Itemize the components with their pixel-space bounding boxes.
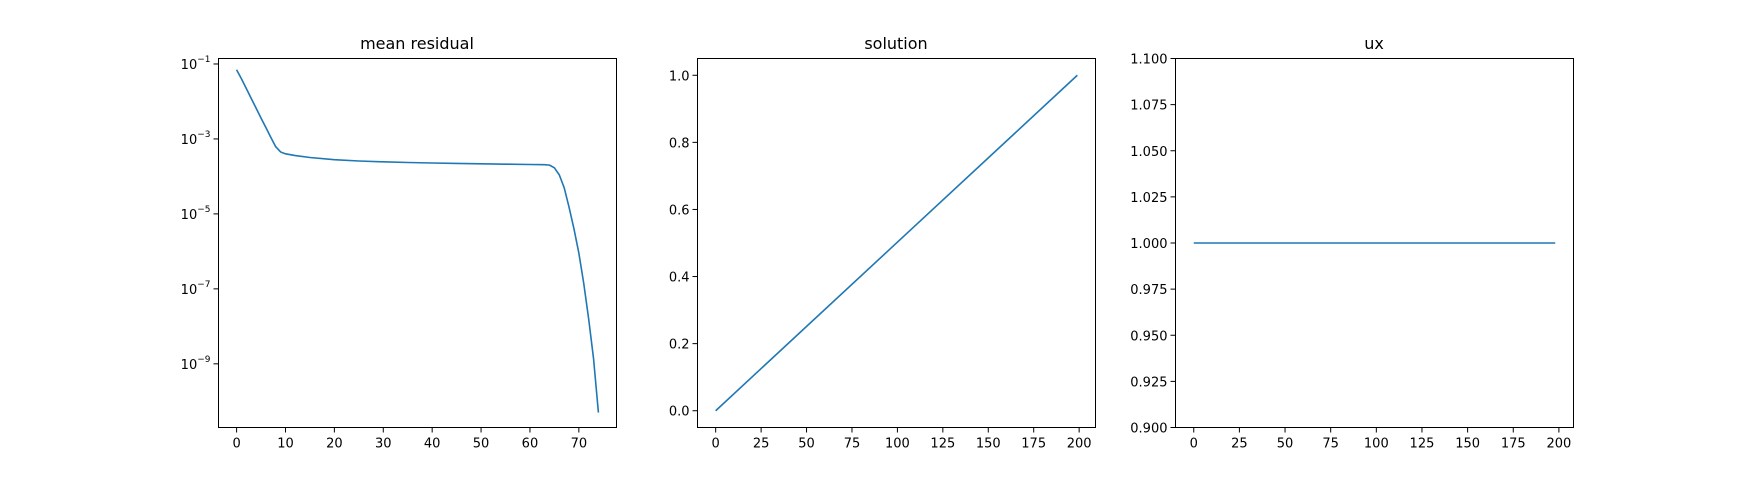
solution-xtick-label: 100 <box>885 437 910 452</box>
mean-residual-axes-frame <box>218 58 617 428</box>
ux-xtick-label: 50 <box>1277 437 1294 452</box>
ux-ytick-label: 1.100 <box>1130 53 1167 68</box>
mean-residual-line <box>235 69 600 413</box>
ux-xtick-label: 125 <box>1410 437 1435 452</box>
solution-ytick-label: 0.8 <box>669 136 690 151</box>
mean-residual-xtick-label: 20 <box>326 437 343 452</box>
mean-residual-ytick-exponent: −5 <box>197 205 210 215</box>
solution-axes-frame <box>697 58 1096 428</box>
mean-residual-title: mean residual <box>360 34 474 53</box>
ux-ytick-label: 0.950 <box>1130 329 1167 344</box>
mean-residual-ytick-label: 10−1 <box>181 55 211 73</box>
ux-ytick-label: 1.025 <box>1130 191 1167 206</box>
mean-residual-ytick-label: 10−5 <box>181 205 211 223</box>
solution-line <box>715 74 1078 412</box>
solution-ytick-label: 1.0 <box>669 69 690 84</box>
mean-residual-ytick-exponent: −9 <box>197 355 211 365</box>
mean-residual-xtick-label: 60 <box>522 437 539 452</box>
mean-residual-xtick-label: 0 <box>232 437 240 452</box>
mean-residual-panel: mean residual 0 10 20 30 40 50 60 7010−110−310−… <box>181 34 617 452</box>
solution-ytick-label: 0.2 <box>669 338 690 353</box>
ux-ticks: 0 25 50 75 100 125 150 175 200 0.900 0.925 0.950 0.9… <box>1130 53 1571 452</box>
solution-xtick-label: 150 <box>976 437 1001 452</box>
solution-title: solution <box>864 34 927 53</box>
mean-residual-ytick-exponent: −7 <box>197 280 210 290</box>
solution-panel: solution 0 25 50 75 100 125 150 175 200 0.0 0.2 0.4… <box>669 34 1096 452</box>
solution-ytick-label: 0.4 <box>669 271 690 286</box>
solution-xtick-label: 175 <box>1021 437 1046 452</box>
mean-residual-xtick-label: 50 <box>473 437 490 452</box>
ux-ytick-label: 0.900 <box>1130 422 1167 437</box>
ux-panel: ux 0 25 50 75 100 125 150 175 200 0.900 0.925 0.950… <box>1130 34 1574 452</box>
solution-xtick-label: 125 <box>930 437 955 452</box>
ux-xtick-label: 75 <box>1322 437 1339 452</box>
mean-residual-ytick-exponent: −1 <box>197 55 210 65</box>
mean-residual-xtick-label: 30 <box>375 437 392 452</box>
mean-residual-ytick-label: 10−7 <box>181 280 211 298</box>
mean-residual-ytick-exponent: −3 <box>197 130 210 140</box>
mean-residual-ytick-label: 10−3 <box>181 130 211 148</box>
mean-residual-xtick-label: 70 <box>571 437 588 452</box>
mean-residual-ytick-base: 10 <box>181 283 198 298</box>
mean-residual-xtick-label: 10 <box>277 437 294 452</box>
ux-xtick-label: 100 <box>1364 437 1389 452</box>
ux-ytick-label: 1.075 <box>1130 99 1167 114</box>
solution-xtick-label: 200 <box>1067 437 1092 452</box>
ux-axes-frame <box>1175 58 1574 428</box>
ux-xtick-label: 0 <box>1190 437 1198 452</box>
mean-residual-ytick-label: 10−9 <box>181 355 211 373</box>
ux-ytick-label: 0.975 <box>1130 283 1167 298</box>
solution-ytick-label: 0.6 <box>669 203 690 218</box>
solution-xtick-label: 50 <box>798 437 815 452</box>
solution-ticks: 0 25 50 75 100 125 150 175 200 0.0 0.2 0.4 0.6 0.8 1.0 <box>669 69 1092 451</box>
ux-ytick-label: 1.000 <box>1130 237 1167 252</box>
mean-residual-ytick-base: 10 <box>181 58 198 73</box>
ux-xtick-label: 175 <box>1501 437 1526 452</box>
ux-xtick-label: 150 <box>1455 437 1480 452</box>
mean-residual-ytick-base: 10 <box>181 208 198 223</box>
solution-xtick-label: 75 <box>844 437 861 452</box>
ux-xtick-label: 25 <box>1231 437 1248 452</box>
ux-title: ux <box>1364 34 1384 53</box>
mean-residual-ytick-base: 10 <box>181 133 198 148</box>
solution-xtick-label: 25 <box>753 437 770 452</box>
ux-ytick-label: 1.050 <box>1130 145 1167 160</box>
mean-residual-ytick-base: 10 <box>181 358 198 373</box>
mean-residual-xtick-label: 40 <box>424 437 441 452</box>
ux-xtick-label: 200 <box>1546 437 1571 452</box>
ux-ytick-label: 0.925 <box>1130 375 1167 390</box>
solution-ytick-label: 0.0 <box>669 405 690 420</box>
solution-xtick-label: 0 <box>712 437 720 452</box>
